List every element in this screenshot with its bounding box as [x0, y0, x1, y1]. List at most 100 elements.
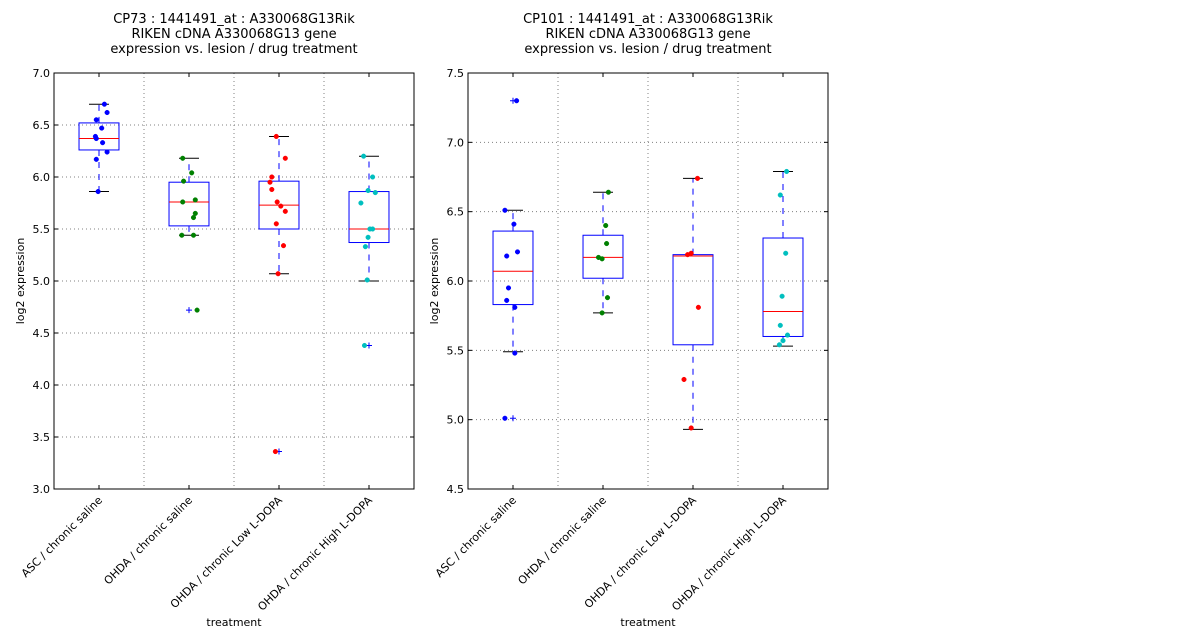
data-point [267, 179, 273, 185]
chart-title-line: CP73 : 1441491_at : A330068G13Rik [113, 12, 355, 27]
iqr-box [672, 254, 714, 346]
x-axis-label: treatment [620, 616, 676, 629]
data-point [272, 449, 278, 455]
data-point [101, 101, 107, 107]
data-point [280, 243, 287, 249]
y-tick-label: 4.5 [447, 483, 465, 496]
box-group [762, 168, 804, 348]
chart-title-line: RIKEN cDNA A330068G13 gene [545, 27, 750, 42]
data-point [358, 200, 364, 206]
data-point [504, 253, 510, 259]
data-point [99, 125, 105, 131]
data-point [104, 149, 110, 155]
box-group [78, 101, 120, 195]
data-point [784, 168, 790, 175]
data-point [512, 304, 518, 310]
y-tick-label: 6.5 [33, 119, 51, 132]
chart-title-line: RIKEN cDNA A330068G13 gene [131, 27, 336, 42]
iqr-box [78, 122, 120, 151]
box-group [348, 153, 390, 349]
y-tick-label: 7.0 [447, 136, 465, 149]
data-point [776, 342, 782, 348]
data-point [269, 186, 275, 193]
data-point [777, 192, 783, 198]
y-tick-label: 7.5 [447, 67, 465, 80]
y-tick-label: 7.0 [33, 67, 51, 80]
data-point [605, 189, 611, 195]
y-tick-label: 5.5 [447, 344, 465, 357]
data-point [361, 153, 367, 159]
y-tick-label: 5.0 [447, 414, 465, 427]
y-axis-label: log2 expression [14, 238, 27, 325]
data-point [681, 376, 687, 383]
data-point [688, 425, 694, 431]
data-point [365, 187, 371, 194]
data-point [282, 155, 288, 161]
axes-frame [53, 72, 415, 490]
data-point [505, 285, 512, 291]
chart-title-line: expression vs. lesion / drug treatment [110, 42, 357, 57]
y-tick-label: 4.0 [33, 379, 51, 392]
data-point [502, 415, 508, 421]
y-tick-label: 3.5 [33, 431, 51, 444]
data-point [181, 178, 187, 184]
data-point [192, 210, 198, 216]
data-point [784, 332, 791, 338]
y-tick-label: 5.5 [33, 223, 51, 236]
chart-title-line: expression vs. lesion / drug treatment [524, 42, 771, 57]
data-point [274, 199, 280, 205]
x-tick-label: OHDA / chronic saline [515, 494, 609, 588]
iqr-box [492, 230, 534, 306]
data-point [695, 304, 701, 310]
data-point [273, 133, 279, 139]
data-point [100, 140, 106, 146]
x-tick-label: ASC / chronic saline [19, 494, 105, 580]
chart-panel-cp101: CP101 : 1441491_at : A330068G13RikRIKEN … [428, 12, 829, 629]
data-point [278, 203, 284, 209]
data-point [514, 249, 521, 255]
box-group [168, 155, 210, 314]
data-point [180, 199, 186, 205]
x-tick-label: OHDA / chronic saline [101, 494, 195, 588]
data-point [361, 342, 368, 349]
data-point [189, 170, 195, 176]
data-point [95, 189, 101, 195]
gridlines [468, 73, 828, 489]
data-point [93, 156, 99, 162]
y-tick-label: 6.5 [447, 206, 465, 219]
data-point [370, 226, 376, 232]
y-tick-label: 6.0 [447, 275, 465, 288]
data-point [269, 174, 275, 180]
data-point [502, 207, 508, 213]
data-point [783, 250, 789, 256]
iqr-box [762, 237, 804, 337]
axes-frame [467, 72, 829, 490]
iqr-box [582, 234, 624, 279]
data-point [604, 241, 610, 247]
data-point [282, 208, 288, 214]
data-point [365, 234, 371, 240]
data-point [275, 271, 281, 277]
data-point [777, 322, 783, 328]
y-tick-label: 5.0 [33, 275, 51, 288]
data-point [104, 109, 110, 116]
iqr-box [168, 181, 210, 227]
data-point [192, 197, 198, 203]
chart-title-line: CP101 : 1441491_at : A330068G13Rik [523, 12, 773, 27]
y-tick-label: 6.0 [33, 171, 51, 184]
box-group [492, 97, 534, 422]
data-point [511, 221, 517, 227]
box-group [258, 133, 300, 455]
box-group [582, 189, 624, 316]
data-point [512, 350, 518, 356]
data-point [780, 338, 786, 344]
outlier-marker [186, 307, 192, 314]
data-point [694, 175, 701, 181]
data-point [194, 307, 200, 313]
data-point [604, 295, 611, 301]
data-point [370, 174, 376, 180]
data-point [273, 221, 279, 227]
outlier-marker [510, 415, 516, 422]
